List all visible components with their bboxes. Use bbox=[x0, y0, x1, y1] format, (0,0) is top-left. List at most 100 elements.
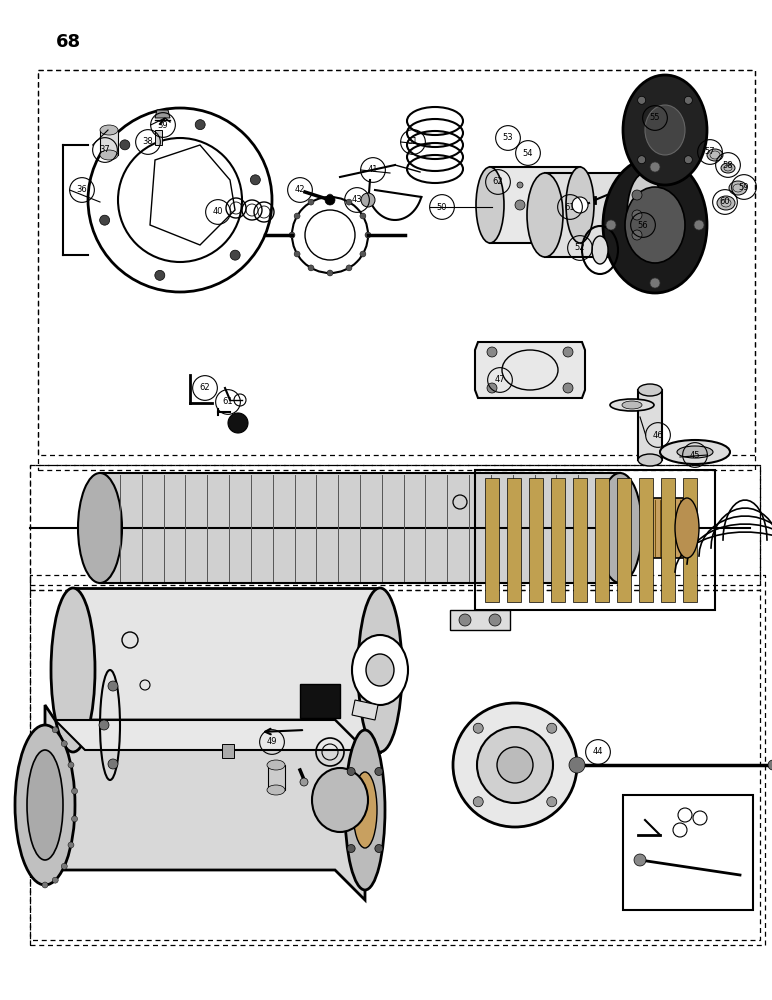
Ellipse shape bbox=[375, 844, 383, 852]
Ellipse shape bbox=[473, 723, 483, 733]
Polygon shape bbox=[551, 478, 565, 602]
Polygon shape bbox=[573, 478, 587, 602]
Ellipse shape bbox=[487, 347, 497, 357]
Ellipse shape bbox=[346, 199, 352, 205]
Text: 40: 40 bbox=[213, 208, 223, 217]
Polygon shape bbox=[475, 342, 585, 398]
Polygon shape bbox=[300, 684, 340, 718]
Ellipse shape bbox=[515, 200, 525, 210]
Ellipse shape bbox=[517, 182, 523, 188]
Ellipse shape bbox=[352, 635, 408, 705]
Text: 39: 39 bbox=[157, 120, 168, 129]
Ellipse shape bbox=[267, 785, 285, 795]
Polygon shape bbox=[490, 167, 580, 243]
Ellipse shape bbox=[606, 220, 616, 230]
Ellipse shape bbox=[72, 788, 77, 794]
Ellipse shape bbox=[592, 236, 608, 264]
Ellipse shape bbox=[527, 173, 563, 257]
Polygon shape bbox=[100, 130, 118, 155]
Ellipse shape bbox=[42, 882, 48, 888]
Ellipse shape bbox=[473, 797, 483, 807]
Ellipse shape bbox=[660, 440, 730, 464]
Polygon shape bbox=[642, 498, 687, 558]
Ellipse shape bbox=[638, 96, 645, 104]
Polygon shape bbox=[155, 130, 162, 145]
Ellipse shape bbox=[365, 232, 371, 238]
Ellipse shape bbox=[347, 768, 355, 776]
Ellipse shape bbox=[68, 842, 74, 848]
Polygon shape bbox=[155, 110, 170, 118]
Ellipse shape bbox=[108, 681, 118, 691]
Ellipse shape bbox=[627, 173, 663, 257]
Ellipse shape bbox=[375, 768, 383, 776]
Ellipse shape bbox=[622, 401, 642, 409]
Ellipse shape bbox=[717, 196, 735, 210]
Ellipse shape bbox=[312, 768, 368, 832]
Ellipse shape bbox=[487, 383, 497, 393]
Polygon shape bbox=[545, 173, 645, 257]
Text: 60: 60 bbox=[720, 198, 730, 207]
Text: 45: 45 bbox=[689, 450, 700, 460]
Text: 36: 36 bbox=[76, 186, 87, 194]
Ellipse shape bbox=[632, 190, 642, 200]
Polygon shape bbox=[73, 588, 380, 752]
Ellipse shape bbox=[68, 762, 74, 768]
Ellipse shape bbox=[638, 454, 662, 466]
Ellipse shape bbox=[345, 730, 385, 890]
Ellipse shape bbox=[489, 614, 501, 626]
Text: 43: 43 bbox=[352, 196, 362, 205]
Ellipse shape bbox=[353, 772, 377, 848]
Ellipse shape bbox=[684, 156, 692, 164]
Ellipse shape bbox=[638, 156, 645, 164]
Text: 51: 51 bbox=[408, 137, 418, 146]
Ellipse shape bbox=[51, 588, 95, 752]
Text: 58: 58 bbox=[723, 160, 733, 169]
Ellipse shape bbox=[120, 140, 130, 150]
Ellipse shape bbox=[308, 265, 314, 271]
Ellipse shape bbox=[358, 588, 402, 752]
Text: 41: 41 bbox=[367, 165, 378, 174]
Text: 62: 62 bbox=[493, 178, 503, 186]
Ellipse shape bbox=[327, 194, 333, 200]
Text: 38: 38 bbox=[143, 137, 154, 146]
Polygon shape bbox=[683, 478, 697, 602]
Polygon shape bbox=[45, 705, 365, 900]
Ellipse shape bbox=[610, 399, 654, 411]
Ellipse shape bbox=[632, 230, 642, 240]
Ellipse shape bbox=[72, 816, 77, 822]
Ellipse shape bbox=[300, 778, 308, 786]
Ellipse shape bbox=[228, 413, 248, 433]
Ellipse shape bbox=[684, 96, 692, 104]
Text: 61: 61 bbox=[564, 202, 575, 212]
Ellipse shape bbox=[634, 854, 646, 866]
Ellipse shape bbox=[623, 75, 707, 185]
Ellipse shape bbox=[650, 162, 660, 172]
Ellipse shape bbox=[694, 220, 704, 230]
Ellipse shape bbox=[294, 213, 300, 219]
Ellipse shape bbox=[61, 863, 67, 869]
Polygon shape bbox=[485, 478, 499, 602]
Ellipse shape bbox=[78, 473, 122, 583]
Ellipse shape bbox=[289, 232, 295, 238]
Ellipse shape bbox=[563, 347, 573, 357]
Polygon shape bbox=[638, 390, 662, 460]
Polygon shape bbox=[100, 473, 620, 583]
Ellipse shape bbox=[729, 181, 747, 195]
Text: 44: 44 bbox=[593, 748, 603, 756]
Ellipse shape bbox=[459, 614, 471, 626]
Text: 68: 68 bbox=[56, 33, 81, 51]
Ellipse shape bbox=[625, 187, 685, 263]
Ellipse shape bbox=[645, 105, 685, 155]
Polygon shape bbox=[529, 478, 543, 602]
Ellipse shape bbox=[100, 215, 110, 225]
Ellipse shape bbox=[195, 120, 205, 130]
Text: 50: 50 bbox=[437, 202, 447, 212]
Ellipse shape bbox=[675, 498, 699, 558]
Text: 47: 47 bbox=[495, 375, 506, 384]
Polygon shape bbox=[268, 765, 285, 790]
Ellipse shape bbox=[360, 251, 366, 257]
Polygon shape bbox=[507, 478, 521, 602]
Polygon shape bbox=[352, 700, 378, 720]
Ellipse shape bbox=[108, 759, 118, 769]
Text: 61: 61 bbox=[222, 397, 233, 406]
